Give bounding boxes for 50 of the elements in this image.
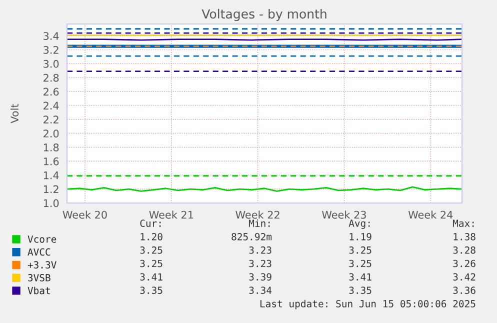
x-tick-label: Week 23 bbox=[322, 210, 366, 219]
y-tick-label: 2.2 bbox=[44, 116, 58, 124]
text: 3.28 bbox=[453, 246, 476, 254]
text: 3.42 bbox=[453, 273, 476, 281]
y-tick-label: 3.4 bbox=[44, 32, 59, 40]
chart-title: Voltages - by month bbox=[202, 8, 326, 22]
y-tick-label: 3.0 bbox=[44, 60, 59, 68]
text: 3.35 bbox=[349, 286, 372, 294]
x-tick-label: Week 22 bbox=[236, 210, 280, 219]
text: 3.25 bbox=[349, 246, 372, 254]
x-tick-label: Week 21 bbox=[149, 210, 193, 219]
text: 3.25 bbox=[140, 260, 162, 268]
y-tick-label: 2.4 bbox=[44, 102, 59, 110]
legend-label: AVCC bbox=[28, 248, 50, 256]
legend-label: Vbat bbox=[28, 286, 50, 294]
text: 3.36 bbox=[453, 286, 476, 294]
text: Max: bbox=[452, 220, 474, 227]
y-tick-label: 1.2 bbox=[44, 185, 58, 194]
text: 3.25 bbox=[140, 246, 162, 254]
y-tick-label: 1.0 bbox=[44, 199, 59, 208]
text: Min: bbox=[248, 219, 270, 227]
text: 1.19 bbox=[350, 233, 372, 240]
text: 3.26 bbox=[453, 260, 476, 268]
text: 3.41 bbox=[140, 273, 162, 281]
y-axis-title: Volt bbox=[10, 104, 19, 124]
x-tick-label: Week 20 bbox=[62, 210, 107, 219]
y-tick-label: 2.6 bbox=[44, 88, 59, 96]
text: 3.25 bbox=[349, 260, 372, 268]
x-tick-label: Week 24 bbox=[408, 210, 453, 219]
y-tick-label: 1.8 bbox=[44, 144, 59, 152]
legend-label: Vcore bbox=[28, 236, 56, 243]
text: 1.20 bbox=[140, 233, 162, 240]
text: Cur: bbox=[140, 220, 161, 227]
text: Last update: Sun Jun 15 05:00:06 2025 bbox=[260, 300, 476, 310]
text: 3.41 bbox=[349, 273, 372, 281]
y-tick-label: 2.8 bbox=[44, 74, 59, 82]
y-tick-label: 2.0 bbox=[44, 130, 59, 138]
text: 1.38 bbox=[454, 233, 476, 240]
y-tick-label: 1.4 bbox=[44, 172, 59, 180]
text: 825.92m bbox=[232, 233, 272, 240]
y-tick-label: 1.6 bbox=[44, 157, 59, 166]
text: 3.34 bbox=[249, 286, 272, 294]
text: 3.23 bbox=[249, 246, 272, 254]
y-tick-label: 3.2 bbox=[44, 46, 58, 54]
legend-label: 3VSB bbox=[28, 274, 50, 282]
text: Avg: bbox=[348, 220, 370, 229]
legend-label: +3.3V bbox=[28, 261, 56, 269]
text: 3.39 bbox=[249, 273, 272, 281]
text: 3.35 bbox=[140, 286, 162, 294]
text: 3.23 bbox=[249, 260, 272, 268]
